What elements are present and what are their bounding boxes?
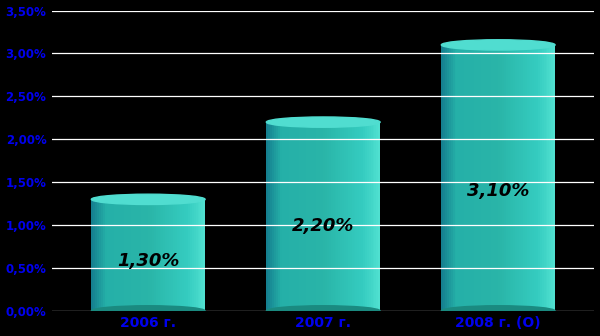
Ellipse shape [442,306,555,316]
Ellipse shape [266,117,380,127]
Ellipse shape [91,306,205,316]
Ellipse shape [266,306,380,316]
Text: 1,30%: 1,30% [117,252,179,270]
Ellipse shape [91,194,205,205]
Text: 3,10%: 3,10% [467,182,529,200]
Text: 2,20%: 2,20% [292,217,355,235]
Ellipse shape [442,40,555,50]
